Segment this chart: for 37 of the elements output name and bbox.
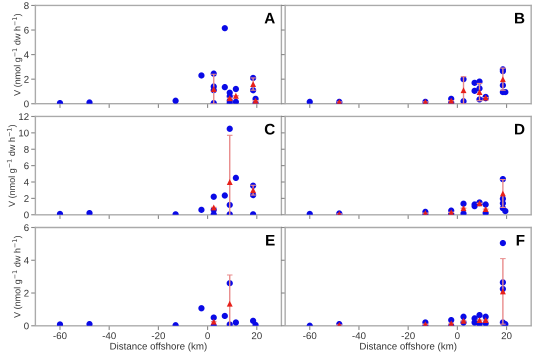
y-tick-label: 0 xyxy=(24,211,29,218)
x-tick-label: -20 xyxy=(402,332,415,340)
y-tick-label: 2 xyxy=(24,195,29,202)
y-tick-label: 4 xyxy=(24,178,29,186)
y-tick-label: 6 xyxy=(24,26,29,34)
y-tick-label: 8 xyxy=(24,2,29,10)
x-tick-label: -60 xyxy=(53,332,67,340)
x-tick-label: -40 xyxy=(352,332,366,340)
annotation: E xyxy=(266,234,275,246)
y-tick-label: 0 xyxy=(24,322,29,330)
annotation: D xyxy=(515,124,524,134)
x-tick-label: -60 xyxy=(303,332,316,340)
annotation: B xyxy=(515,12,524,24)
x-tick-label: 20 xyxy=(252,332,262,340)
y-tick-label: 8 xyxy=(24,146,29,153)
y-tick-label: 4 xyxy=(24,257,29,264)
annotation: F xyxy=(516,234,524,246)
y-tick-label: 4 xyxy=(24,51,29,58)
y-tick-label: 0 xyxy=(24,100,29,108)
y-axis-title: V (nmol g$^{−1}$ dw h$^{−1}$) xyxy=(6,124,17,207)
y-tick-label: 10 xyxy=(19,130,29,136)
x-tick-label: -40 xyxy=(102,332,116,340)
x-tick-label: 0 xyxy=(455,332,460,340)
x-tick-label: 0 xyxy=(205,332,210,340)
y-tick-label: 2 xyxy=(24,76,29,83)
annotation: C xyxy=(264,124,275,135)
annotation: A xyxy=(264,12,275,24)
y-axis-title: V (nmol g$^{−1}$ dw h$^{−1}$) xyxy=(12,236,22,318)
x-tick-label: 20 xyxy=(502,332,512,340)
y-tick-label: 6 xyxy=(24,224,29,232)
y-tick-label: 2 xyxy=(24,290,29,297)
x-axis-title: Distance offshore (km) xyxy=(110,342,207,352)
y-axis-title: V (nmol g$^{−1}$ dw h$^{−1}$) xyxy=(12,14,22,96)
x-tick-label: -20 xyxy=(152,332,166,340)
y-tick-label: 6 xyxy=(24,162,29,170)
x-axis-title: Distance offshore (km) xyxy=(360,342,456,352)
y-tick-label: 12 xyxy=(19,113,29,120)
